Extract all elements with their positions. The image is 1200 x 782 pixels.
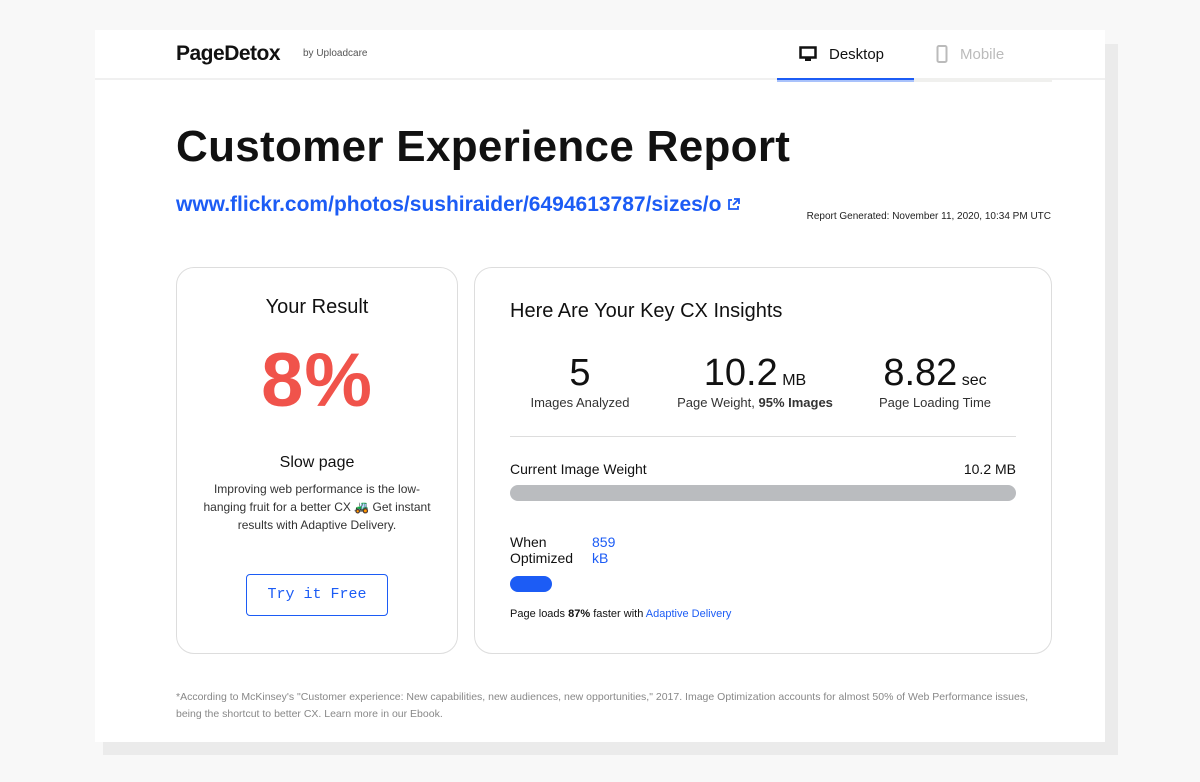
optimized-value: 859 kB bbox=[592, 534, 616, 566]
stat-loading: 8.82 sec Page Loading Time bbox=[865, 352, 1005, 410]
url-text[interactable]: www.flickr.com/photos/sushiraider/649461… bbox=[176, 193, 722, 216]
try-free-button[interactable]: Try it Free bbox=[246, 574, 388, 616]
result-card: Your Result 8% Slow page Improving web p… bbox=[176, 267, 458, 654]
page-title: Customer Experience Report bbox=[176, 122, 791, 171]
tab-label: Desktop bbox=[829, 45, 885, 63]
stat-images: 5 Images Analyzed bbox=[525, 352, 635, 410]
stat-weight: 10.2 MB Page Weight, 95% Images bbox=[665, 352, 845, 410]
divider bbox=[510, 436, 1016, 437]
stat-label: Page Loading Time bbox=[878, 395, 992, 410]
score: 8% bbox=[261, 338, 373, 423]
stat-label: Page Weight, 95% Images bbox=[677, 395, 833, 410]
optimized-weight-bar bbox=[510, 576, 552, 592]
phone-icon bbox=[936, 45, 948, 63]
current-weight-label: Current Image Weight bbox=[510, 461, 647, 477]
result-heading: Your Result bbox=[265, 296, 369, 318]
optimized-label: When Optimized bbox=[510, 534, 574, 566]
monitor-icon bbox=[799, 46, 817, 61]
faster-text: Page loads 87% faster with Adaptive Deli… bbox=[510, 608, 732, 620]
current-weight-row: Current Image Weight 10.2 MB bbox=[510, 461, 1016, 477]
stat-label: Images Analyzed bbox=[530, 395, 630, 410]
footnote: *According to McKinsey's "Customer exper… bbox=[176, 691, 1029, 720]
report-generated: Report Generated: November 11, 2020, 10:… bbox=[806, 211, 1051, 222]
current-weight-bar bbox=[510, 485, 1016, 501]
result-description: Improving web performance is the low-han… bbox=[203, 482, 431, 532]
tab-label: Mobile bbox=[960, 45, 1005, 63]
stat-value: 8.82 bbox=[883, 352, 958, 394]
current-weight-value: 10.2 MB bbox=[963, 461, 1016, 477]
stat-unit: sec bbox=[961, 372, 987, 389]
insights-card: Here Are Your Key CX Insights 5 Images A… bbox=[474, 267, 1052, 654]
report-page: PageDetox by Uploadcare Desktop Mobile C… bbox=[95, 30, 1105, 742]
analyzed-url-link[interactable]: www.flickr.com/photos/sushiraider/649461… bbox=[176, 192, 776, 217]
insights-heading: Here Are Your Key CX Insights bbox=[510, 300, 783, 322]
adaptive-delivery-link[interactable]: Adaptive Delivery bbox=[645, 608, 732, 620]
stat-unit: MB bbox=[782, 372, 807, 389]
status-text: Slow page bbox=[279, 454, 355, 471]
logo-byline: by Uploadcare bbox=[303, 48, 368, 59]
stat-value: 5 bbox=[569, 352, 591, 394]
logo[interactable]: PageDetox bbox=[176, 42, 281, 65]
tab-mobile[interactable]: Mobile bbox=[914, 30, 1052, 82]
tab-desktop[interactable]: Desktop bbox=[777, 30, 914, 82]
stat-value: 10.2 bbox=[703, 352, 778, 394]
header: PageDetox by Uploadcare Desktop Mobile bbox=[95, 30, 1105, 82]
external-link-icon bbox=[728, 198, 741, 210]
